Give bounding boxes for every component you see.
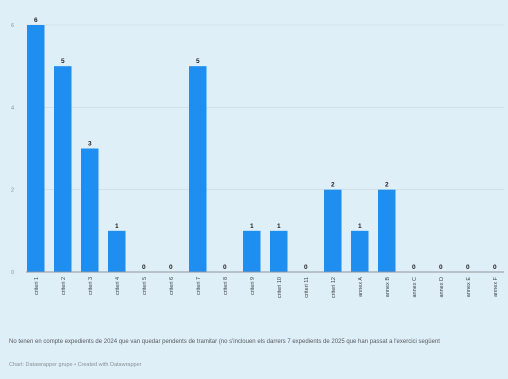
value-label: 1 [250, 223, 254, 230]
y-axis-ticks: 0 2 4 6 [11, 23, 14, 276]
value-label: 0 [169, 264, 173, 271]
bar [270, 230, 288, 272]
value-label: 5 [61, 58, 65, 65]
x-tick-label: criteri 3 [88, 277, 94, 295]
y-tick-label: 4 [11, 105, 14, 111]
value-label: 0 [466, 264, 470, 271]
bar [189, 66, 207, 273]
y-tick-label: 6 [11, 23, 14, 29]
bar [54, 66, 72, 273]
x-tick-label: criteri 6 [169, 277, 175, 295]
x-tick-label: criteri 11 [304, 277, 310, 298]
chart-footnote: No tenen en compte expedients de 2024 qu… [9, 339, 440, 345]
value-label: 3 [88, 141, 92, 148]
x-tick-label: annex B [385, 277, 391, 298]
value-label: 0 [142, 264, 146, 271]
value-label: 6 [34, 17, 38, 24]
y-tick-label: 2 [11, 188, 14, 194]
value-label: 0 [439, 264, 443, 271]
bar [243, 230, 261, 272]
y-tick-label: 0 [11, 270, 14, 276]
value-labels: 6 5 3 1 0 0 5 0 1 1 0 2 1 2 0 0 0 0 [34, 17, 497, 271]
x-tick-label: criteri 2 [61, 277, 67, 295]
value-label: 1 [115, 223, 119, 230]
bar [27, 25, 45, 272]
x-tick-label: annex F [493, 276, 499, 297]
x-tick-label: annex E [466, 277, 472, 298]
x-tick-label: criteri 12 [331, 277, 337, 298]
value-label: 0 [223, 264, 227, 271]
value-label: 0 [493, 264, 497, 271]
value-label: 0 [304, 264, 308, 271]
x-tick-label: criteri 4 [115, 277, 121, 295]
value-label: 2 [331, 182, 335, 189]
chart-credit: Chart: Datawrapper grupe • Created with … [9, 362, 142, 368]
value-label: 0 [412, 264, 416, 271]
x-axis-tick-labels: criteri 1 criteri 2 criteri 3 criteri 4 crit… [34, 276, 499, 298]
bar [108, 230, 126, 272]
value-label: 5 [196, 58, 200, 65]
value-label: 2 [385, 182, 389, 189]
grid-lines [26, 24, 504, 190]
x-tick-label: criteri 7 [196, 277, 202, 295]
x-tick-label: annex A [358, 277, 364, 297]
value-label: 1 [277, 223, 281, 230]
x-tick-label: annex D [439, 277, 445, 298]
x-tick-label: annex C [412, 277, 418, 298]
x-tick-label: criteri 8 [223, 277, 229, 295]
bar [81, 148, 99, 272]
value-label: 1 [358, 223, 362, 230]
bar [378, 189, 396, 272]
x-tick-label: criteri 9 [250, 277, 256, 295]
bar [351, 230, 369, 272]
bars [27, 25, 396, 273]
bar [324, 189, 342, 272]
x-tick-label: criteri 10 [277, 277, 283, 298]
x-tick-label: criteri 1 [34, 277, 40, 295]
x-tick-label: criteri 5 [142, 277, 148, 295]
